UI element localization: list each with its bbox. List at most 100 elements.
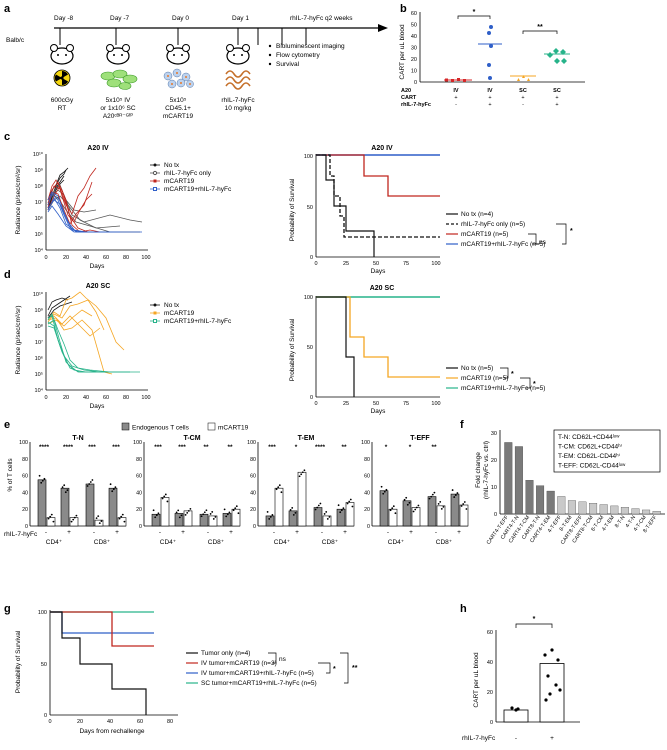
e-point (428, 497, 431, 500)
caption-cart-2: CD45.1+ (165, 105, 191, 112)
h-point (554, 683, 558, 687)
g-sig-bracket-3 (340, 652, 349, 684)
d-sig-1: * (511, 371, 514, 378)
f-bar (620, 507, 629, 515)
d-legend-mcart19: mCART19 (164, 310, 195, 317)
caption-cart-3: mCART19 (163, 113, 194, 120)
e-point (200, 515, 203, 518)
e-point (294, 511, 297, 514)
e-point (152, 509, 155, 512)
f-bar (599, 504, 608, 515)
e-point (226, 513, 229, 516)
c-sig-bracket-2 (528, 233, 537, 245)
g-legend-iv-combo: IV tumor+mCART19+rhIL-7-hyFc (n=5) (201, 670, 314, 677)
e-point (61, 486, 64, 489)
e-point (380, 485, 383, 488)
h-point (558, 688, 562, 692)
e-point (382, 492, 385, 495)
c-r-xtick: 25 (343, 261, 349, 267)
e-point (437, 502, 440, 505)
e-point (91, 479, 94, 481)
c-r-xtick: 75 (403, 261, 409, 267)
h-ytick: 0 (490, 720, 493, 726)
e-ytick: 40 (136, 490, 142, 496)
e-point (86, 485, 89, 487)
e-point (442, 505, 445, 508)
e-ytick: 100 (247, 440, 256, 446)
e-sig-stars: **** (63, 444, 74, 451)
g-ytick: 0 (44, 713, 47, 719)
c-r-xtick: 100 (431, 261, 440, 267)
e-sig-stars: *** (178, 444, 186, 451)
b-sig-1: * (473, 9, 476, 16)
e-ytick: 0 (367, 524, 370, 530)
e-point (314, 508, 317, 511)
e-point (431, 493, 434, 496)
e-point (454, 494, 457, 496)
e-ytick: 100 (361, 440, 370, 446)
c-ytick: 10⁸ (35, 183, 43, 190)
panel-label-e: e (4, 419, 10, 431)
e-subset-label: CD4⁺ (274, 539, 290, 546)
b-col1-cart: + (454, 95, 457, 101)
bullet-icon (268, 53, 272, 57)
km-c-mcart19 (316, 154, 440, 197)
e-subset-label: CD8⁺ (208, 539, 224, 546)
e-ytick: 80 (136, 457, 142, 463)
d-ytick: 10¹⁰ (33, 291, 44, 298)
e-bar-mcart19 (345, 502, 355, 527)
c-km-legend-il7only: rhIL-7-hyFc only (n=5) (461, 221, 525, 228)
f-ytick: 10 (491, 485, 497, 491)
d-series-mcart19 (47, 291, 125, 375)
g-xlabel: Days from rechallenge (79, 728, 144, 735)
e-point (121, 513, 124, 516)
km-d-notx (316, 296, 355, 397)
caption-cart-1: 5x10⁵ (170, 97, 187, 104)
legend-marker (153, 311, 157, 315)
e-point (66, 489, 69, 492)
e-point (235, 505, 238, 508)
e-ytick: 40 (22, 490, 28, 496)
e-point (465, 508, 468, 510)
e-point (351, 505, 354, 508)
h-bar (539, 663, 565, 723)
mouse-icon (166, 44, 190, 65)
c-sig-2: ns (539, 239, 547, 246)
panel-h: h CART per uL blood 0 20 40 60 * rhIL-7-… (460, 603, 580, 742)
cytokine-icon (225, 70, 251, 90)
mouse-icon (50, 44, 74, 65)
e-il7-sign: + (409, 529, 413, 536)
f-legend-tem: T-EM: CD62L-CD44ʰⁱ (558, 453, 620, 460)
e-bar-endogenous (174, 513, 184, 527)
c-xtick: 80 (123, 255, 129, 261)
g-xtick: 80 (167, 719, 173, 725)
b-col4-cart: + (555, 95, 558, 101)
e-bar-endogenous (60, 487, 70, 527)
panel-label-f: f (460, 419, 464, 431)
c-km-legend-mcart19: mCART19 (n=5) (461, 231, 508, 238)
e-bar-mcart19 (436, 505, 446, 527)
f-bar (525, 480, 534, 515)
h-point (544, 698, 548, 702)
d-right-legend: No tx (n=5) mCART19 (n=5) mCART19+rhIL-7… (446, 365, 545, 392)
e-ytick: 100 (19, 440, 28, 446)
e-point (203, 511, 206, 514)
e-ytick: 80 (250, 457, 256, 463)
d-sig-2: * (533, 381, 536, 388)
e-point (189, 507, 192, 510)
d-xtick: 20 (63, 395, 69, 401)
e-ytick: 60 (22, 474, 28, 480)
f-bar (504, 442, 513, 515)
e-bar-mcart19 (46, 517, 56, 527)
e-point (175, 511, 178, 514)
c-left-ylabel: Radiance (p/sec/cm²/sr) (15, 166, 22, 235)
h-sig-bracket (515, 623, 553, 628)
e-sig-stars: ** (431, 444, 437, 451)
legend-marker (153, 179, 157, 183)
d-ytick: 10⁹ (35, 307, 43, 314)
d-right-xlabel: Days (371, 408, 387, 415)
b-ytick: 10 (411, 69, 417, 75)
h-point (514, 708, 518, 712)
e-il7-sign: - (45, 529, 47, 536)
day-label-2: Day -7 (110, 15, 130, 22)
